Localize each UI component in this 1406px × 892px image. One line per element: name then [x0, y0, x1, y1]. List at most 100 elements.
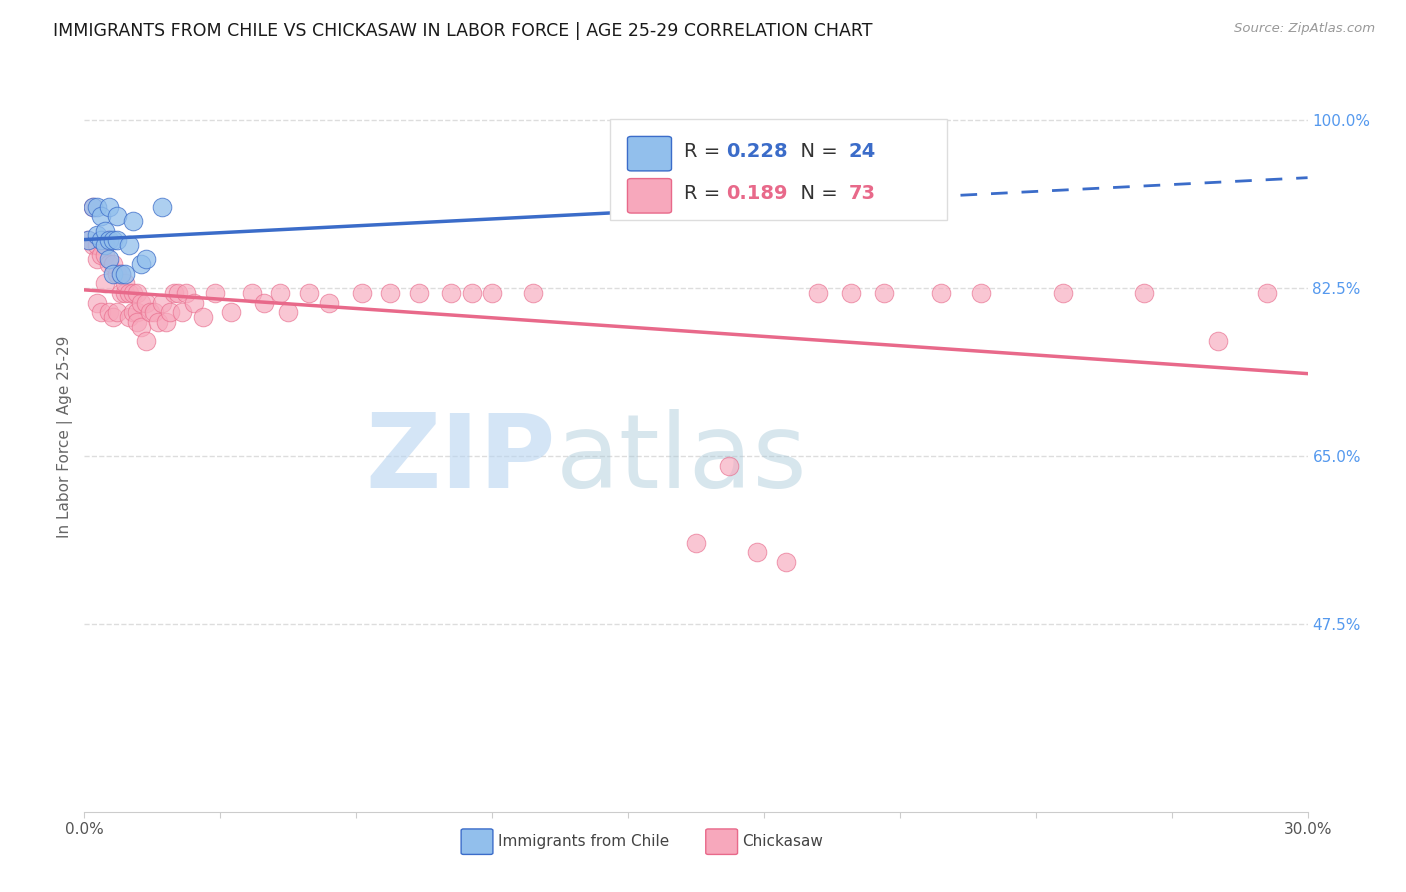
Point — [1256, 285, 1278, 300]
Point — [97, 200, 120, 214]
Text: atlas: atlas — [555, 409, 807, 510]
Text: R =: R = — [683, 142, 727, 161]
Point — [159, 305, 181, 319]
Point — [77, 233, 100, 247]
Point — [131, 295, 153, 310]
Point — [318, 295, 340, 310]
Point — [174, 285, 197, 300]
Point — [1206, 334, 1229, 348]
Point — [138, 305, 160, 319]
Point — [82, 200, 104, 214]
Point — [380, 285, 402, 300]
Point — [163, 285, 186, 300]
Point — [929, 285, 952, 300]
Point — [82, 238, 104, 252]
Point — [86, 200, 108, 214]
FancyBboxPatch shape — [610, 119, 946, 219]
Text: Chickasaw: Chickasaw — [742, 834, 824, 849]
Point — [167, 285, 190, 300]
Point — [105, 305, 128, 319]
Text: IMMIGRANTS FROM CHILE VS CHICKASAW IN LABOR FORCE | AGE 25-29 CORRELATION CHART: IMMIGRANTS FROM CHILE VS CHICKASAW IN LA… — [53, 22, 873, 40]
Point — [135, 295, 157, 310]
Point — [97, 305, 120, 319]
Point — [110, 285, 132, 300]
Point — [86, 295, 108, 310]
Point — [697, 200, 720, 214]
Point — [105, 209, 128, 223]
Point — [122, 305, 145, 319]
Point — [105, 267, 128, 281]
Point — [440, 285, 463, 300]
Point — [839, 285, 862, 300]
Text: ZIP: ZIP — [366, 409, 555, 510]
Point — [717, 458, 740, 473]
Point — [298, 285, 321, 300]
Point — [77, 233, 100, 247]
FancyBboxPatch shape — [627, 136, 672, 171]
Point — [97, 233, 120, 247]
Point — [1133, 285, 1156, 300]
Point — [150, 295, 173, 310]
Point — [127, 305, 149, 319]
Point — [219, 305, 242, 319]
Point — [142, 305, 165, 319]
Point — [93, 277, 115, 291]
Text: N =: N = — [787, 142, 844, 161]
Point — [172, 305, 194, 319]
Point — [93, 223, 115, 237]
Point — [90, 247, 112, 261]
Point — [86, 252, 108, 267]
Point — [101, 310, 124, 324]
Point — [131, 257, 153, 271]
Point — [90, 305, 112, 319]
Point — [90, 233, 112, 247]
Point — [461, 285, 484, 300]
Point — [970, 285, 993, 300]
Point — [93, 233, 115, 247]
Point — [86, 228, 108, 243]
Point — [685, 535, 707, 549]
Text: R =: R = — [683, 184, 727, 203]
Point — [277, 305, 299, 319]
Point — [240, 285, 263, 300]
Point — [807, 285, 830, 300]
Point — [93, 238, 115, 252]
Point — [105, 233, 128, 247]
Text: 0.228: 0.228 — [727, 142, 789, 161]
Point — [183, 295, 205, 310]
Point — [872, 285, 894, 300]
Point — [127, 315, 149, 329]
Point — [97, 233, 120, 247]
Point — [82, 200, 104, 214]
Point — [101, 267, 124, 281]
Point — [90, 209, 112, 223]
Point — [408, 285, 430, 300]
Text: N =: N = — [787, 184, 844, 203]
Point — [685, 200, 707, 214]
Point — [127, 285, 149, 300]
Point — [114, 267, 136, 281]
Y-axis label: In Labor Force | Age 25-29: In Labor Force | Age 25-29 — [58, 336, 73, 538]
Point — [204, 285, 226, 300]
Point — [150, 200, 173, 214]
Point — [122, 214, 145, 228]
Point — [146, 315, 169, 329]
Point — [269, 285, 291, 300]
Point — [253, 295, 276, 310]
Point — [155, 315, 177, 329]
Text: Immigrants from Chile: Immigrants from Chile — [498, 834, 669, 849]
Point — [97, 257, 120, 271]
Point — [110, 267, 132, 281]
Point — [114, 285, 136, 300]
Point — [97, 252, 120, 267]
Point — [1052, 285, 1074, 300]
Text: Source: ZipAtlas.com: Source: ZipAtlas.com — [1234, 22, 1375, 36]
Point — [775, 555, 797, 569]
FancyBboxPatch shape — [706, 829, 738, 855]
Point — [350, 285, 373, 300]
Point — [118, 310, 141, 324]
Text: 24: 24 — [849, 142, 876, 161]
Point — [135, 252, 157, 267]
Point — [135, 334, 157, 348]
Point — [122, 285, 145, 300]
